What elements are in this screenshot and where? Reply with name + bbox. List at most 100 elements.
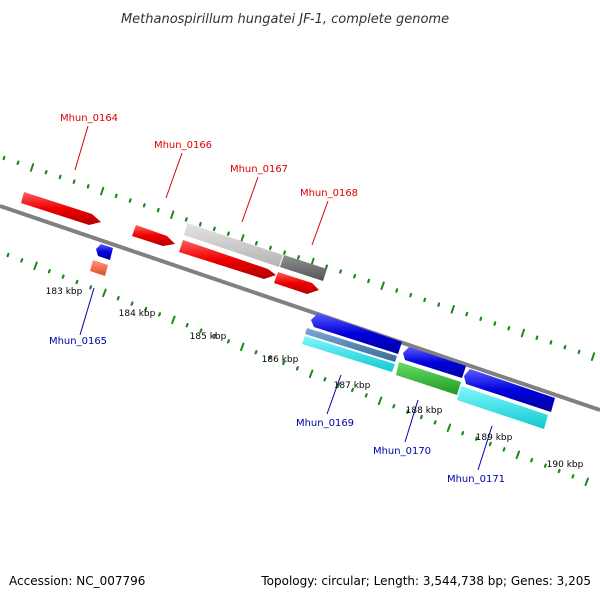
- track-tick: [86, 184, 90, 189]
- label-mhun-0166[interactable]: Mhun_0166: [154, 140, 212, 151]
- gene-mhun-0164-arrow[interactable]: [21, 192, 101, 225]
- scale-tick-label: 188 kbp: [406, 406, 443, 416]
- track-tick: [351, 387, 354, 393]
- track-tick: [530, 458, 534, 463]
- gene-mhun-0168-gray-bar[interactable]: [280, 255, 327, 281]
- track-tick: [297, 255, 300, 260]
- track-tick: [465, 311, 469, 317]
- reverse-gene-callouts: Mhun_0165 Mhun_0169 Mhun_0170 Mhun_0171: [49, 287, 505, 485]
- track-tick: [475, 436, 478, 441]
- accession-text: Accession: NC_007796: [9, 574, 145, 588]
- track-tick: [20, 258, 24, 263]
- track-tick: [520, 328, 525, 338]
- track-tick: [144, 306, 148, 312]
- track-tick: [240, 342, 245, 352]
- gene-mhun-0165-small-arrow[interactable]: [96, 244, 113, 260]
- lower-dotted-track: [6, 252, 589, 487]
- track-tick: [114, 193, 118, 199]
- scale-tick-label: 190 kbp: [547, 460, 584, 470]
- label-mhun-0167[interactable]: Mhun_0167: [230, 164, 288, 175]
- scale-tick-label: 189 kbp: [476, 433, 513, 443]
- track-tick: [199, 328, 203, 333]
- label-mhun-0164[interactable]: Mhun_0164: [60, 113, 118, 124]
- track-tick: [170, 210, 175, 220]
- reverse-strand-genes: [90, 244, 555, 429]
- track-tick: [409, 292, 413, 298]
- track-tick: [353, 274, 357, 279]
- label-mhun-0171[interactable]: Mhun_0171: [447, 474, 505, 485]
- gene-mhun-0169-cyan-bar[interactable]: [302, 336, 395, 372]
- track-tick: [100, 186, 105, 196]
- gene-mhun-0169-steel-bar[interactable]: [305, 328, 397, 362]
- track-tick: [226, 339, 230, 344]
- track-tick: [590, 352, 596, 361]
- track-tick: [392, 404, 396, 409]
- track-tick: [367, 278, 371, 284]
- track-tick: [325, 264, 328, 269]
- gene-mhun-0166-arrow[interactable]: [132, 225, 175, 246]
- track-tick: [213, 333, 217, 339]
- track-tick: [543, 463, 547, 468]
- gene-mhun-0168-arrow[interactable]: [274, 272, 319, 294]
- track-tick: [395, 288, 399, 293]
- track-tick: [377, 396, 383, 406]
- track-tick: [16, 160, 20, 165]
- upper-dotted-track: [2, 155, 596, 361]
- label-mhun-0165[interactable]: Mhun_0165: [49, 336, 107, 347]
- page-title: Methanospirillum hungatei JF-1, complete…: [121, 12, 449, 27]
- track-tick: [323, 377, 327, 382]
- genome-backbone: [0, 204, 600, 412]
- gene-mhun-0169-arrow[interactable]: [311, 313, 402, 354]
- track-tick: [339, 269, 343, 274]
- gene-mhun-0170-arrow[interactable]: [403, 347, 466, 378]
- gene-mhun-0171-cyan-bar[interactable]: [457, 386, 548, 429]
- track-tick: [184, 217, 188, 222]
- track-tick: [337, 382, 341, 387]
- scale-tick-label: 183 kbp: [46, 287, 83, 297]
- gene-mhun-0171-arrow[interactable]: [464, 369, 555, 412]
- track-tick: [406, 409, 410, 414]
- track-tick: [33, 261, 38, 271]
- scale-tick-label: 187 kbp: [334, 381, 371, 391]
- track-tick: [488, 441, 492, 447]
- track-tick: [254, 240, 258, 246]
- track-tick: [58, 174, 62, 180]
- label-mhun-0168[interactable]: Mhun_0168: [300, 188, 358, 199]
- gene-mhun-0167-arrow[interactable]: [179, 240, 276, 279]
- track-tick: [212, 226, 216, 232]
- track-tick: [461, 431, 465, 436]
- track-tick: [130, 301, 134, 306]
- track-tick: [171, 315, 176, 325]
- track-tick: [419, 414, 423, 420]
- gene-mhun-0165-box[interactable]: [90, 260, 108, 276]
- track-tick: [493, 321, 497, 326]
- track-tick: [577, 349, 581, 355]
- track-tick: [283, 250, 286, 255]
- scale-labels: 183 kbp 184 kbp 185 kbp 186 kbp 187 kbp …: [46, 287, 584, 470]
- track-tick: [450, 305, 455, 314]
- track-tick: [507, 326, 511, 331]
- track-tick: [29, 163, 35, 172]
- track-tick: [156, 207, 160, 213]
- scale-tick-label: 184 kbp: [119, 309, 156, 319]
- label-mhun-0169[interactable]: Mhun_0169: [296, 418, 354, 429]
- scale-tick-label: 186 kbp: [262, 355, 299, 365]
- label-mhun-0170[interactable]: Mhun_0170: [373, 446, 431, 457]
- track-tick: [102, 288, 107, 298]
- track-tick: [128, 198, 132, 203]
- track-tick: [254, 350, 258, 355]
- gene-mhun-0167-gray-bar[interactable]: [184, 223, 283, 267]
- gene-mhun-0170-green-bar[interactable]: [396, 362, 461, 395]
- track-tick: [116, 296, 120, 301]
- track-tick: [142, 203, 146, 208]
- track-tick: [295, 366, 299, 371]
- forward-gene-callouts: Mhun_0164 Mhun_0166 Mhun_0167 Mhun_0168: [60, 113, 358, 246]
- track-tick: [269, 245, 272, 251]
- track-tick: [2, 155, 6, 161]
- track-tick: [563, 344, 567, 350]
- forward-strand-genes: [21, 192, 327, 294]
- track-tick: [479, 316, 483, 321]
- scale-tick-label: 185 kbp: [190, 332, 227, 342]
- track-tick: [89, 285, 93, 290]
- track-tick: [364, 393, 368, 398]
